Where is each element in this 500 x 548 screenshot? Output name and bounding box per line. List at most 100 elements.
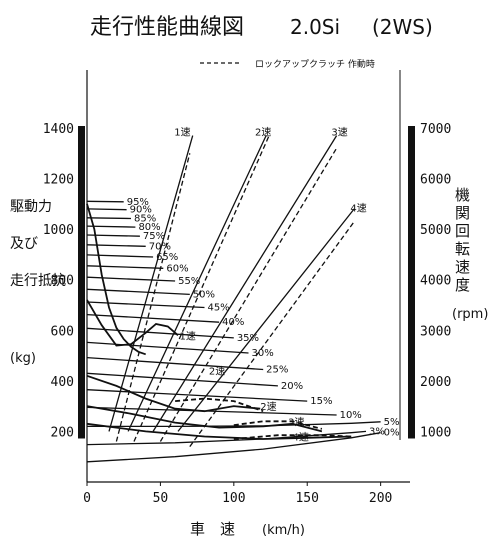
gear-label-rpm: 4速 — [350, 202, 366, 214]
driving-force-line-dashed — [175, 397, 264, 413]
gradient-label: 75% — [143, 231, 165, 242]
engine-rpm-line-solid — [152, 135, 338, 432]
gradient-label: 5% — [384, 417, 400, 428]
resistance-line-10pct — [86, 406, 337, 416]
resistance-line-15pct — [86, 389, 308, 402]
y-right-tick-label: 5000 — [420, 223, 451, 238]
y-right-tick-label: 2000 — [420, 375, 451, 390]
gradient-label: 45% — [207, 303, 229, 314]
gradient-label: 40% — [222, 317, 244, 328]
resistance-line-35pct — [86, 327, 234, 339]
resistance-line-30pct — [86, 341, 249, 354]
gradient-label: 30% — [252, 348, 274, 359]
chart-title: 走行性能曲線図 — [90, 15, 244, 40]
gradient-label: 25% — [266, 364, 288, 375]
y-right-label-char-6: 度 — [455, 276, 470, 294]
x-tick-label: 200 — [369, 491, 392, 506]
y-left-label-line-1: 駆動力 — [10, 199, 52, 215]
y-left-tick-label: 1000 — [43, 223, 74, 238]
gradient-label: 50% — [193, 289, 215, 300]
driving-force-line-solid — [86, 405, 323, 433]
driving-force-line-solid — [86, 203, 146, 356]
gradient-label: 55% — [178, 276, 200, 287]
y-right-label-char-3: 回 — [455, 222, 470, 240]
engine-rpm-line-dashed — [159, 147, 338, 442]
resistance-line-60pct — [86, 265, 164, 269]
resistance-line-3pct — [86, 430, 367, 446]
resistance-line-0pct — [86, 432, 381, 463]
resistance-line-95pct — [86, 200, 124, 203]
y-right-label-char-2: 関 — [455, 204, 470, 222]
resistance-line-75pct — [86, 234, 140, 237]
resistance-line-50pct — [86, 288, 190, 296]
axes — [78, 70, 415, 483]
x-tick-label: 100 — [222, 491, 245, 506]
engine-rpm-line-solid — [177, 208, 355, 432]
y-left-tick-label: 800 — [51, 274, 74, 289]
gradient-label: 60% — [166, 263, 188, 274]
y-right-label: 機 関 回 転 速 度 (rpm) — [452, 186, 488, 322]
gradient-label: 85% — [134, 214, 156, 225]
x-axis-label: 車 速 — [190, 520, 235, 538]
y-left-tick-label: 1400 — [43, 122, 74, 137]
y-left-label-line-2: 及び — [10, 236, 38, 252]
driving-force-line-solid — [86, 299, 179, 347]
resistance-line-25pct — [86, 356, 264, 371]
gear-label-force: 4速 — [293, 431, 309, 443]
y-right-tick-label: 6000 — [420, 173, 451, 188]
resistance-line-20pct — [86, 372, 278, 387]
driving-force-line-dashed — [233, 434, 352, 440]
gear-label-force: 3速 — [288, 416, 304, 428]
gradient-label: 15% — [310, 396, 332, 407]
gear-label-rpm: 3速 — [331, 127, 347, 139]
chart-model: 2.0Si — [290, 15, 340, 39]
y-left-label-line-3: 走行抵抗 — [10, 273, 66, 289]
gradient-label: 20% — [281, 381, 303, 392]
tick-labels: 2004006008001000120014001000200030004000… — [43, 122, 452, 506]
resistance-line-90pct — [86, 208, 127, 211]
y-left-tick-label: 200 — [51, 425, 74, 440]
resistance-line-55pct — [86, 276, 176, 282]
driving-force-line-solid — [86, 422, 352, 440]
y-right-label-char-5: 速 — [455, 258, 470, 276]
y-left-label: 駆動力 及び 走行抵抗 (kg) — [10, 199, 66, 366]
gradient-label: 3% — [369, 426, 385, 437]
gear-label-force: 2速 — [260, 401, 276, 413]
gear-label-force: 1速 — [179, 330, 195, 342]
x-tick-label: 50 — [153, 491, 169, 506]
chart-variant: (2WS) — [372, 15, 433, 39]
x-tick-label: 150 — [295, 491, 318, 506]
gear-label-force: 2速 — [209, 366, 225, 378]
y-left-tick-label: 600 — [51, 324, 74, 339]
resistance-line-80pct — [86, 225, 136, 228]
y-right-label-char-1: 機 — [455, 186, 470, 204]
y-left-tick-label: 1200 — [43, 173, 74, 188]
driving-force-line-solid — [86, 374, 261, 413]
legend-dashed-label: ロックアップクラッチ 作動時 — [255, 58, 375, 70]
gradient-label: 10% — [340, 410, 362, 421]
y-right-tick-label: 7000 — [420, 122, 451, 137]
y-right-tick-label: 3000 — [420, 324, 451, 339]
left-scale-bar — [78, 126, 85, 439]
gear-label-rpm: 1速 — [174, 127, 190, 139]
gear-label-rpm: 2速 — [255, 127, 271, 139]
x-axis-unit: (km/h) — [262, 523, 305, 538]
gradient-label: 70% — [149, 241, 171, 252]
y-right-tick-label: 4000 — [420, 274, 451, 289]
resistance-line-85pct — [86, 217, 132, 220]
gradient-label: 35% — [237, 333, 259, 344]
y-left-unit: (kg) — [10, 351, 36, 366]
gradient-label: 95% — [127, 197, 149, 208]
resistance-line-65pct — [86, 254, 154, 258]
x-tick-label: 0 — [83, 491, 91, 506]
resistance-line-45pct — [86, 301, 205, 309]
resistance-line-40pct — [86, 313, 220, 323]
curve-labels: 95%90%85%80%75%70%65%60% 55% 50% 45% 40% 35% 3… — [127, 127, 400, 444]
gradient-label: 80% — [138, 222, 160, 233]
y-left-tick-label: 400 — [51, 375, 74, 390]
engine-rpm-line-solid — [108, 135, 194, 432]
series-lines — [86, 135, 381, 463]
engine-rpm-line-dashed — [189, 221, 355, 447]
resistance-line-70pct — [86, 244, 146, 247]
